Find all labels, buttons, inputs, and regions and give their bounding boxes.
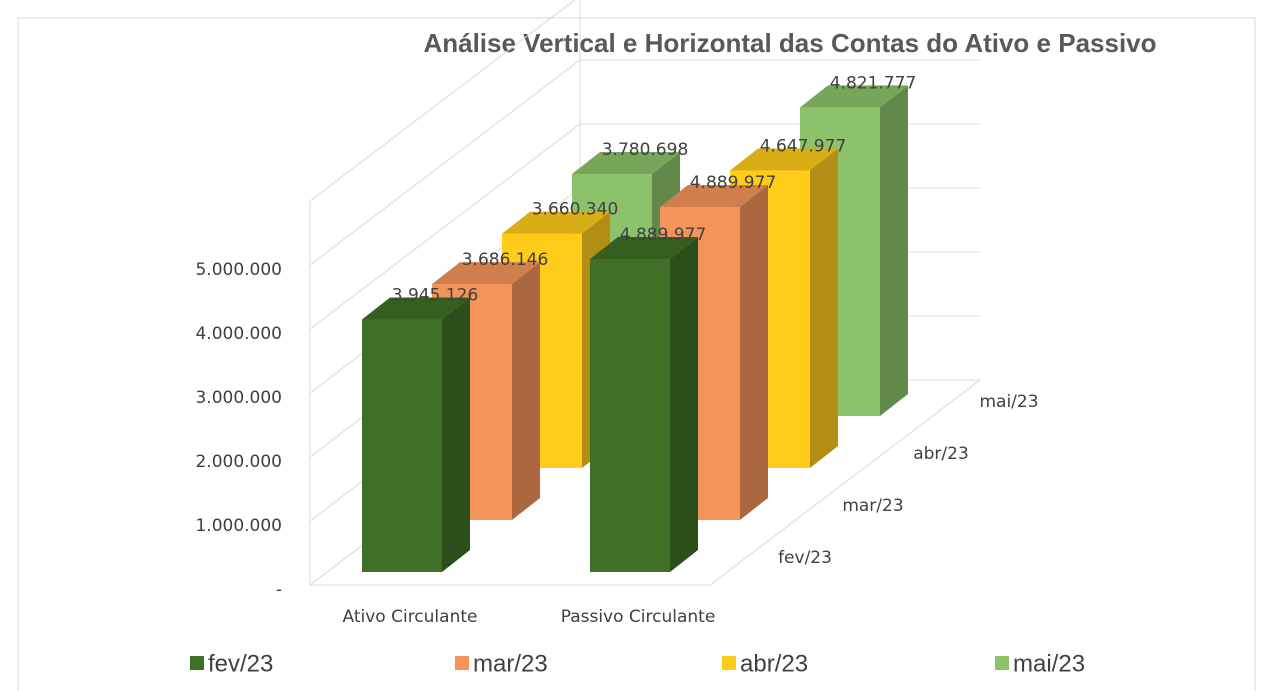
value-label: 4.647.977 [760,137,847,157]
bar-front [362,319,442,572]
bar-top [660,185,768,208]
x-tick-label: Passivo Circulante [561,607,716,627]
depth-label: mai/23 [979,392,1038,412]
value-label: 3.686.146 [462,250,549,270]
bar-top [432,262,540,285]
bar-top [730,148,838,171]
bar-side [512,262,540,520]
bar-side [810,148,838,468]
bar-top [502,211,610,234]
legend-swatch [995,656,1009,670]
bar-front [590,259,670,572]
bar-side [740,185,768,520]
y-tick-label: - [276,580,282,600]
legend-label: mar/23 [473,650,548,677]
bar-top [590,237,698,260]
bar-top [800,85,908,108]
bar-side [442,297,470,572]
legend-swatch [722,656,736,670]
y-tick-label: 4.000.000 [195,324,282,344]
legend-label: fev/23 [208,650,273,677]
grid-line [309,59,980,266]
y-tick-label: 5.000.000 [195,260,282,280]
x-tick-label: Ativo Circulante [343,607,478,627]
value-label: 4.821.777 [830,73,917,93]
depth-label: mar/23 [842,496,903,516]
bar-side [670,237,698,572]
y-tick-label: 3.000.000 [195,388,282,408]
bar-top [362,297,470,320]
chart-title: Análise Vertical e Horizontal das Contas… [423,28,1156,58]
y-tick-label: 1.000.000 [195,516,282,536]
legend-label: mai/23 [1013,650,1085,677]
value-label: 3.660.340 [532,200,619,220]
value-label: 3.945.126 [392,286,479,306]
depth-label: fev/23 [778,548,832,568]
value-label: 4.889.977 [690,173,777,193]
floor-front [310,379,981,586]
bar-top [572,152,680,175]
y-tick-label: 2.000.000 [195,452,282,472]
bar-side [880,85,908,416]
value-label: 4.889.977 [620,225,707,245]
depth-label: abr/23 [913,444,969,464]
value-label: 3.780.698 [602,140,689,160]
legend-swatch [190,656,204,670]
legend-swatch [455,656,469,670]
legend-label: abr/23 [740,650,808,677]
